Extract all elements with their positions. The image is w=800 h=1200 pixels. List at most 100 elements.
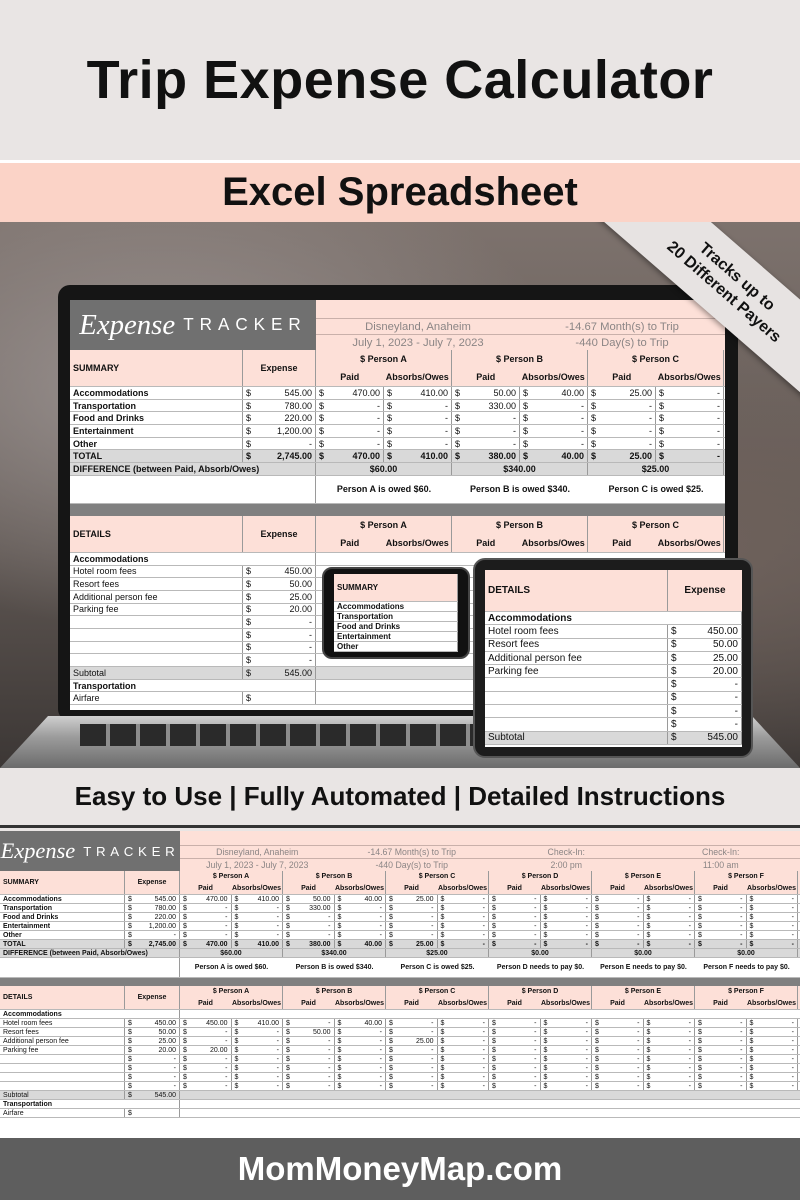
owes-cell[interactable]: $ - <box>438 1064 489 1072</box>
owes-cell[interactable]: $410.00 <box>232 895 283 903</box>
owes-cell[interactable]: $ - <box>747 1019 798 1027</box>
paid-cell[interactable]: $ - <box>180 922 232 930</box>
paid-cell[interactable]: $ - <box>592 1055 644 1063</box>
owes-cell[interactable]: $ - <box>747 904 798 912</box>
row-label[interactable] <box>70 654 243 666</box>
subtotal-cell[interactable]: $545.00 <box>668 731 742 744</box>
paid-cell[interactable]: $25.00 <box>386 940 438 948</box>
paid-cell[interactable]: $ - <box>592 1064 644 1072</box>
row-label[interactable] <box>485 678 668 691</box>
expense-cell[interactable]: $ - <box>125 1082 180 1090</box>
expense-cell[interactable]: $25.00 <box>243 590 316 603</box>
row-label[interactable]: Food and Drinks <box>334 622 458 631</box>
paid-cell[interactable]: $ - <box>283 922 335 930</box>
owes-cell[interactable]: $ - <box>747 1082 798 1090</box>
row-label[interactable]: Additional person fee <box>0 1037 125 1045</box>
trip-info-field[interactable]: 2:00 pm <box>550 860 583 870</box>
owes-cell[interactable]: $ - <box>656 425 724 437</box>
subtotal-cell[interactable]: $545.00 <box>125 1091 180 1099</box>
row-label[interactable]: Airfare <box>0 1109 125 1117</box>
row-label[interactable]: Airfare <box>70 692 243 705</box>
row-label[interactable]: Hotel room fees <box>485 625 668 638</box>
paid-cell[interactable]: $ - <box>588 425 656 437</box>
row-label[interactable]: Hotel room fees <box>0 1019 125 1027</box>
paid-cell[interactable]: $380.00 <box>452 450 520 463</box>
paid-cell[interactable]: $ - <box>695 1037 747 1045</box>
paid-cell[interactable]: $ - <box>592 895 644 903</box>
expense-cell[interactable]: $50.00 <box>668 638 742 651</box>
trip-info-field[interactable]: Check-In: <box>702 847 740 857</box>
paid-cell[interactable]: $25.00 <box>588 387 656 399</box>
owes-cell[interactable]: $410.00 <box>384 387 452 399</box>
row-label[interactable]: Additional person fee <box>485 651 668 665</box>
expense-cell[interactable]: $ - <box>125 1064 180 1072</box>
expense-cell[interactable]: $20.00 <box>668 665 742 678</box>
paid-cell[interactable]: $ - <box>180 1028 232 1036</box>
expense-cell[interactable]: $545.00 <box>125 895 180 903</box>
paid-cell[interactable]: $25.00 <box>386 895 438 903</box>
row-label[interactable] <box>0 1082 125 1090</box>
expense-cell[interactable]: $20.00 <box>243 603 316 616</box>
paid-cell[interactable]: $ - <box>489 1046 541 1054</box>
expense-cell[interactable]: $ - <box>243 616 316 628</box>
row-label[interactable]: Accommodations <box>0 895 125 903</box>
paid-cell[interactable]: $25.00 <box>386 1037 438 1045</box>
paid-cell[interactable]: $ - <box>452 412 520 425</box>
owes-cell[interactable]: $ - <box>520 412 588 425</box>
paid-cell[interactable]: $ - <box>489 895 541 903</box>
owes-cell[interactable]: $ - <box>232 1082 283 1090</box>
paid-cell[interactable]: $ - <box>695 1046 747 1054</box>
paid-cell[interactable]: $ - <box>489 913 541 921</box>
paid-cell[interactable]: $ - <box>592 904 644 912</box>
row-label[interactable]: Parking fee <box>485 665 668 678</box>
paid-cell[interactable]: $ - <box>489 1073 541 1081</box>
owes-cell[interactable]: $ - <box>438 1019 489 1027</box>
owes-cell[interactable]: $ - <box>520 437 588 450</box>
paid-cell[interactable]: $ - <box>386 1028 438 1036</box>
paid-cell[interactable]: $ - <box>180 1064 232 1072</box>
paid-cell[interactable]: $380.00 <box>283 940 335 948</box>
expense-cell[interactable]: $ - <box>125 1055 180 1063</box>
paid-cell[interactable]: $ - <box>180 1073 232 1081</box>
owes-cell[interactable]: $ - <box>438 940 489 948</box>
owes-cell[interactable]: $ - <box>541 1037 592 1045</box>
owes-cell[interactable]: $410.00 <box>384 450 452 463</box>
paid-cell[interactable]: $ - <box>180 1055 232 1063</box>
paid-cell[interactable]: $ - <box>695 931 747 939</box>
expense-cell[interactable]: $780.00 <box>125 904 180 912</box>
paid-cell[interactable]: $ - <box>386 922 438 930</box>
paid-cell[interactable]: $ - <box>695 940 747 948</box>
owes-cell[interactable]: $ - <box>644 1055 695 1063</box>
paid-cell[interactable]: $ - <box>489 922 541 930</box>
paid-cell[interactable]: $ - <box>386 1055 438 1063</box>
row-label[interactable]: Transportation <box>0 904 125 912</box>
paid-cell[interactable]: $ - <box>592 922 644 930</box>
owes-cell[interactable]: $ - <box>438 922 489 930</box>
owes-cell[interactable]: $ - <box>335 922 386 930</box>
paid-cell[interactable]: $ - <box>489 1037 541 1045</box>
expense-cell[interactable]: $ - <box>668 678 742 691</box>
expense-cell[interactable]: $450.00 <box>668 625 742 638</box>
owes-cell[interactable]: $ - <box>438 904 489 912</box>
owes-cell[interactable]: $ - <box>747 1064 798 1072</box>
row-label[interactable]: Food and Drinks <box>70 412 243 425</box>
row-label[interactable]: Hotel room fees <box>70 565 243 578</box>
owes-cell[interactable]: $40.00 <box>335 895 386 903</box>
row-label[interactable]: Transportation <box>334 612 458 621</box>
row-label[interactable]: Other <box>334 642 458 651</box>
paid-cell[interactable]: $ - <box>386 904 438 912</box>
owes-cell[interactable]: $ - <box>656 437 724 450</box>
paid-cell[interactable]: $ - <box>592 1082 644 1090</box>
owes-cell[interactable]: $ - <box>520 399 588 412</box>
paid-cell[interactable]: $ - <box>592 1037 644 1045</box>
expense-cell[interactable]: $20.00 <box>125 1046 180 1054</box>
owes-cell[interactable]: $ - <box>747 922 798 930</box>
paid-cell[interactable]: $ - <box>588 412 656 425</box>
paid-cell[interactable]: $ - <box>489 940 541 948</box>
owes-cell[interactable]: $ - <box>438 1073 489 1081</box>
row-label[interactable] <box>485 718 668 731</box>
expense-cell[interactable]: $ <box>125 1109 180 1117</box>
paid-cell[interactable]: $ - <box>695 913 747 921</box>
paid-cell[interactable]: $470.00 <box>180 940 232 948</box>
paid-cell[interactable]: $ - <box>180 931 232 939</box>
